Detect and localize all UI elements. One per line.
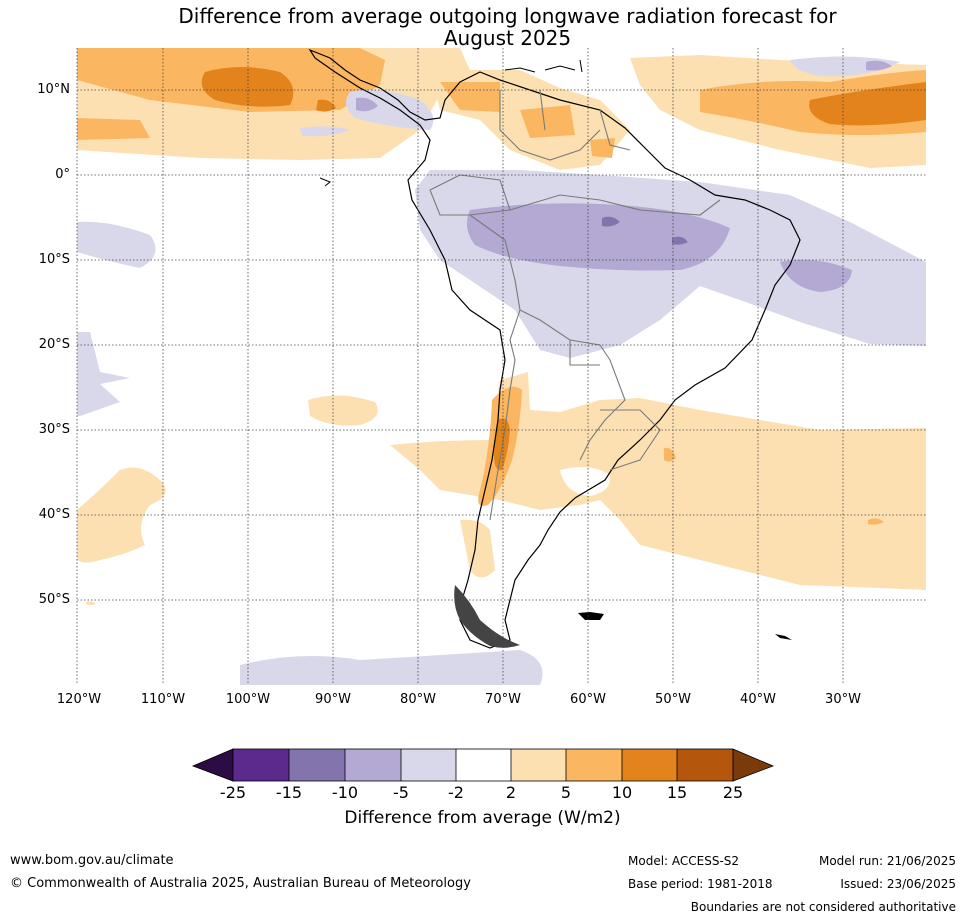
lon-label-50w: 50°W (655, 692, 691, 707)
country-borders (429, 89, 721, 521)
lon-label-100w: 100°W (225, 692, 271, 707)
coastline-caribbean-islands (319, 59, 583, 187)
footer-issued: Issued: 23/06/2025 (840, 877, 956, 891)
footer-base-period: Base period: 1981-2018 (628, 877, 773, 891)
coastline-south-georgia (775, 634, 792, 640)
colorbar-tick-2: -15 (275, 783, 303, 802)
anomaly-positive-north (77, 48, 926, 170)
chart-title-line1: Difference from average outgoing longwav… (178, 4, 837, 28)
colorbar-label: Difference from average (W/m2) (344, 808, 621, 828)
footer-model: Model: ACCESS-S2 (628, 854, 740, 868)
lat-label-10n: 10°N (37, 82, 70, 97)
footer-url[interactable]: www.bom.gov.au/climate (10, 853, 174, 868)
anomaly-negative-south (240, 650, 543, 685)
lon-label-60w: 60°W (570, 692, 606, 707)
lat-label-0: 0° (55, 167, 70, 182)
colorbar-tick-7: 5 (560, 783, 572, 802)
chart-title-line2: August 2025 (443, 26, 572, 50)
lon-label-70w: 70°W (485, 692, 521, 707)
footer-disclaimer: Boundaries are not considered authoritat… (690, 900, 956, 914)
colorbar-tick-6: 2 (505, 783, 517, 802)
lon-label-80w: 80°W (400, 692, 436, 707)
lat-label-20s: 20°S (38, 337, 70, 352)
colorbar-tick-1: -25 (219, 783, 247, 802)
anomaly-positive-south (77, 372, 926, 605)
footer-copyright: © Commonwealth of Australia 2025, Austra… (10, 876, 471, 891)
lon-label-90w: 90°W (315, 692, 351, 707)
colorbar-tick-9: 15 (666, 783, 688, 802)
coastline-tierra-del-fuego (454, 585, 520, 648)
colorbar-tick-8: 10 (611, 783, 633, 802)
colorbar-tick-10: 25 (722, 783, 744, 802)
colorbar-tick-3: -10 (331, 783, 359, 802)
anomaly-negative-tropics (77, 170, 926, 416)
lat-label-40s: 40°S (38, 507, 70, 522)
anomaly-negative-north (300, 56, 900, 137)
lon-label-110w: 110°W (140, 692, 186, 707)
lat-label-50s: 50°S (38, 592, 70, 607)
lon-label-120w: 120°W (56, 692, 102, 707)
lon-label-30w: 30°W (825, 692, 861, 707)
colorbar-tick-5: -2 (448, 783, 464, 802)
footer-model-run: Model run: 21/06/2025 (818, 854, 956, 868)
lon-label-40w: 40°W (740, 692, 776, 707)
coastline-falklands (578, 612, 604, 620)
lat-label-30s: 30°S (38, 422, 70, 437)
lat-label-10s: 10°S (38, 252, 70, 267)
colorbar-tick-4: -5 (393, 783, 409, 802)
grid-lines (77, 48, 926, 685)
